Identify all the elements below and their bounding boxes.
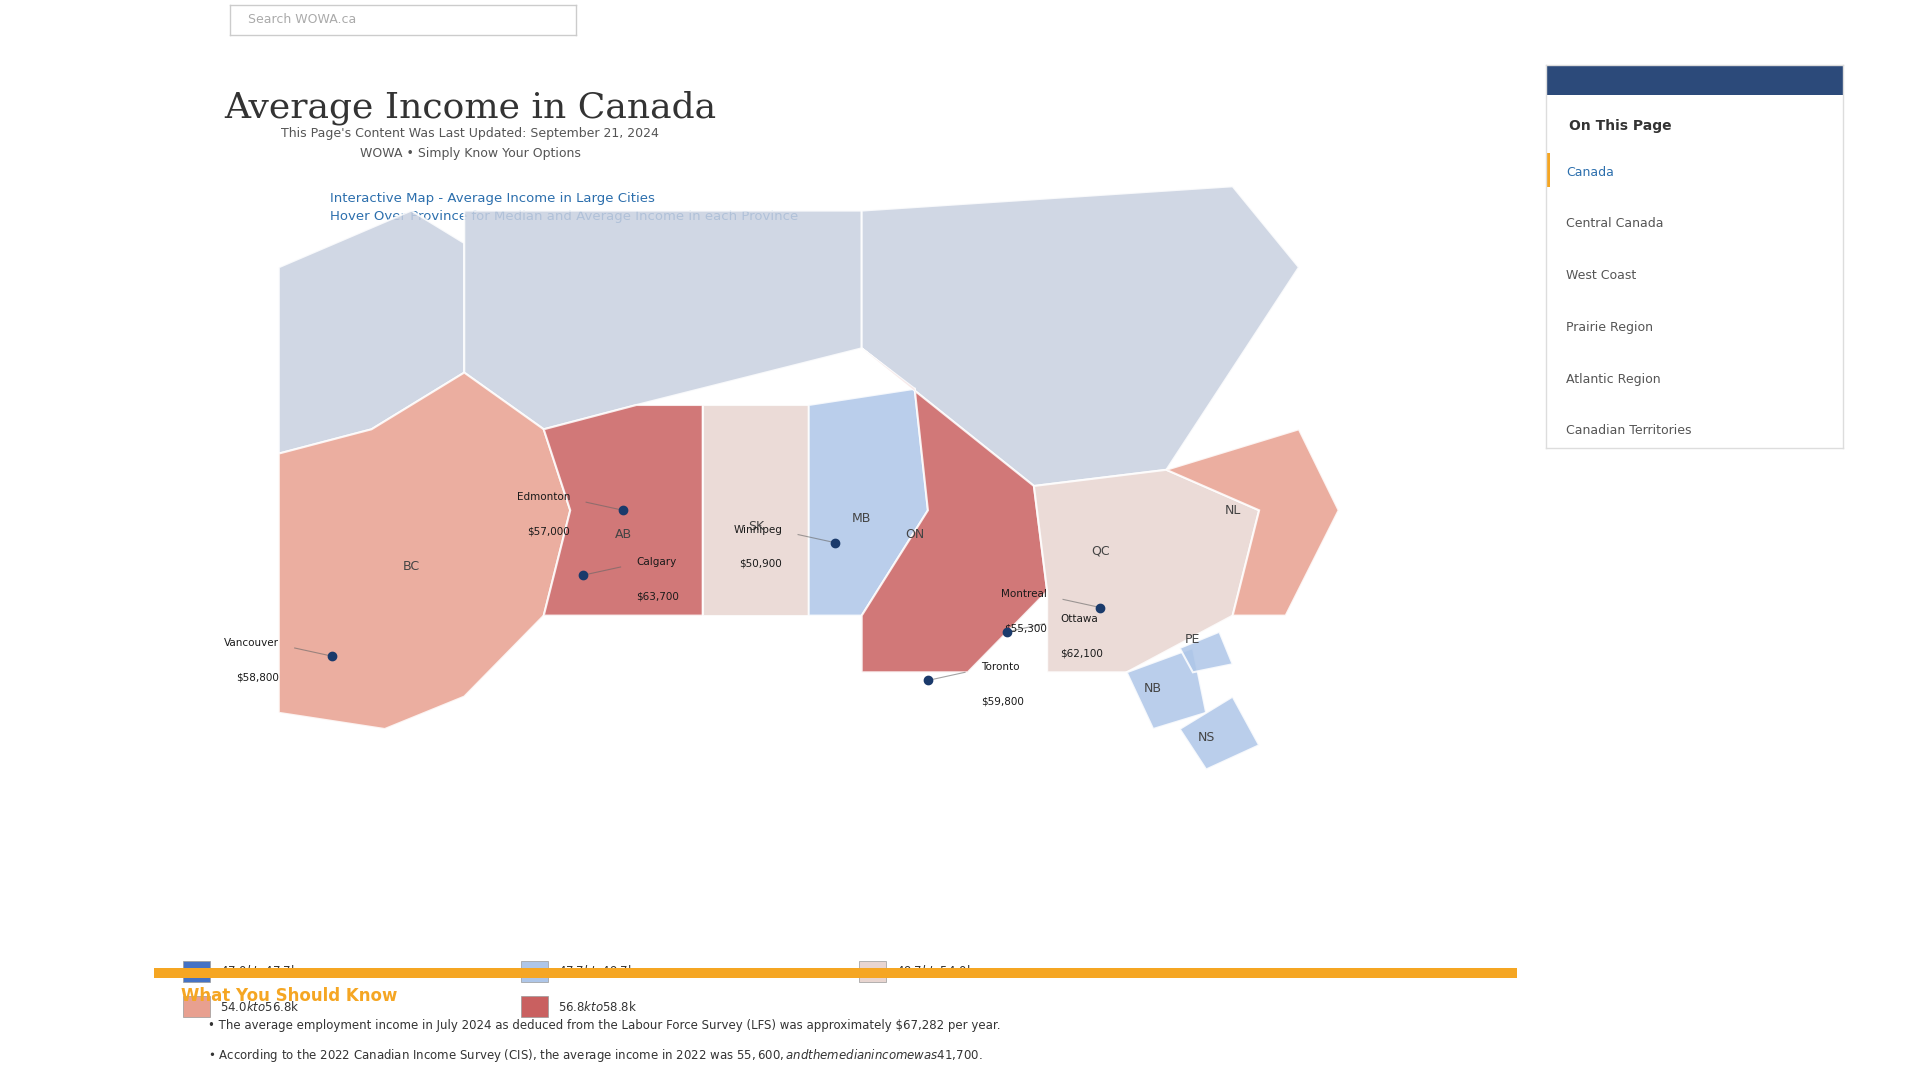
- Text: Real Estate ▾: Real Estate ▾: [1515, 13, 1592, 27]
- Text: Winnipeg: Winnipeg: [733, 525, 781, 535]
- Polygon shape: [1165, 429, 1338, 616]
- Text: $49.7k to $54.0k: $49.7k to $54.0k: [897, 964, 975, 978]
- Polygon shape: [278, 211, 465, 454]
- Text: ON: ON: [904, 528, 924, 541]
- Polygon shape: [862, 348, 1046, 672]
- FancyBboxPatch shape: [182, 961, 209, 982]
- Text: $58,800: $58,800: [236, 672, 278, 683]
- Text: Atlantic Region: Atlantic Region: [1567, 373, 1661, 386]
- Text: Taxes ▾: Taxes ▾: [1394, 13, 1436, 27]
- Text: WOWA • Simply Know Your Options: WOWA • Simply Know Your Options: [359, 147, 580, 160]
- Text: Edmonton: Edmonton: [516, 492, 570, 502]
- Text: West Coast: West Coast: [1567, 269, 1636, 282]
- Text: Savings ▾: Savings ▾: [1273, 13, 1329, 27]
- FancyBboxPatch shape: [1546, 65, 1843, 95]
- FancyBboxPatch shape: [520, 961, 547, 982]
- Text: • According to the 2022 Canadian Income Survey (CIS), the average income in 2022: • According to the 2022 Canadian Income …: [207, 1047, 983, 1064]
- Text: QC: QC: [1091, 544, 1110, 557]
- Text: Ottawa: Ottawa: [1060, 613, 1098, 623]
- Polygon shape: [1033, 470, 1260, 672]
- Text: Loans ▾: Loans ▾: [1152, 13, 1196, 27]
- Text: $59,800: $59,800: [981, 697, 1023, 706]
- Text: Search WOWA.ca: Search WOWA.ca: [248, 13, 355, 27]
- Text: $54.0k to $56.8k: $54.0k to $56.8k: [221, 1000, 300, 1013]
- Text: Calgary: Calgary: [636, 557, 676, 567]
- Text: About Us ▾: About Us ▾: [1878, 13, 1920, 27]
- Text: Mortgages ▾: Mortgages ▾: [1636, 13, 1709, 27]
- Text: Hover Over Province for Median and Average Income in each Province: Hover Over Province for Median and Avera…: [330, 210, 799, 222]
- Polygon shape: [808, 389, 927, 616]
- Text: $56.8k to $58.8k: $56.8k to $58.8k: [559, 1000, 637, 1013]
- Text: Montreal: Montreal: [1002, 590, 1046, 599]
- Bar: [1546, 153, 1549, 188]
- Text: Prairie Region: Prairie Region: [1567, 321, 1653, 334]
- Text: Vancouver: Vancouver: [225, 638, 278, 648]
- Polygon shape: [1179, 632, 1233, 672]
- FancyBboxPatch shape: [182, 996, 209, 1017]
- Text: NL: NL: [1225, 503, 1240, 517]
- Text: BC: BC: [403, 561, 420, 573]
- Text: What You Should Know: What You Should Know: [180, 986, 397, 1004]
- Text: Average Income in Canada: Average Income in Canada: [225, 91, 716, 125]
- Text: AB: AB: [614, 528, 632, 541]
- Polygon shape: [703, 405, 808, 616]
- Text: On This Page: On This Page: [1569, 119, 1672, 133]
- Polygon shape: [278, 373, 570, 729]
- Text: Interactive Map - Average Income in Large Cities: Interactive Map - Average Income in Larg…: [330, 192, 655, 205]
- Text: $50,900: $50,900: [739, 559, 781, 569]
- FancyBboxPatch shape: [520, 996, 547, 1017]
- Polygon shape: [465, 211, 862, 429]
- Text: $47.7k to $49.7k: $47.7k to $49.7k: [559, 964, 636, 978]
- Text: $63,700: $63,700: [636, 592, 680, 602]
- Text: PE: PE: [1185, 633, 1200, 647]
- FancyBboxPatch shape: [858, 961, 885, 982]
- Polygon shape: [543, 405, 703, 616]
- Text: SK: SK: [747, 519, 764, 534]
- Text: MB: MB: [852, 512, 872, 525]
- Polygon shape: [1179, 697, 1260, 769]
- Text: Data ▾: Data ▾: [1757, 13, 1795, 27]
- Text: • The average employment income in July 2024 as deduced from the Labour Force Su: • The average employment income in July …: [207, 1018, 1000, 1031]
- Bar: [154, 968, 1517, 978]
- Text: Canadian Territories: Canadian Territories: [1567, 424, 1692, 437]
- Text: NB: NB: [1144, 681, 1162, 696]
- Text: $47.0k to $47.7k: $47.0k to $47.7k: [221, 964, 300, 978]
- Text: NS: NS: [1198, 730, 1215, 744]
- Text: $55,300: $55,300: [1004, 624, 1046, 634]
- Polygon shape: [862, 186, 1298, 486]
- Polygon shape: [1127, 648, 1206, 729]
- Text: Toronto: Toronto: [981, 662, 1020, 672]
- Text: $62,100: $62,100: [1060, 648, 1104, 658]
- Text: Canada: Canada: [1567, 165, 1615, 178]
- Text: Central Canada: Central Canada: [1567, 217, 1665, 230]
- Text: $57,000: $57,000: [528, 526, 570, 537]
- Text: This Page's Content Was Last Updated: September 21, 2024: This Page's Content Was Last Updated: Se…: [280, 126, 659, 139]
- Text: Search: Search: [609, 13, 659, 27]
- Text: WOWA: WOWA: [29, 11, 96, 29]
